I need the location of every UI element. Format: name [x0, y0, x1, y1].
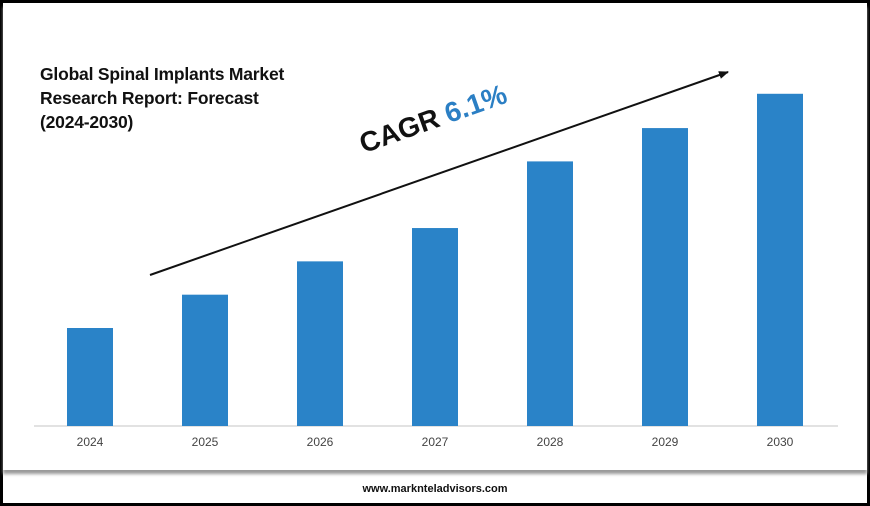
chart-title: Global Spinal Implants Market Research R… [40, 62, 284, 134]
trend-arrow [149, 71, 729, 276]
title-line-2: Research Report: Forecast [40, 88, 259, 108]
bar-2026 [297, 261, 343, 426]
x-tick-label: 2028 [537, 435, 564, 449]
bar-2027 [412, 228, 458, 426]
bar-2029 [642, 128, 688, 426]
bar-2024 [67, 328, 113, 426]
title-line-3: (2024-2030) [40, 112, 134, 132]
footer-website: www.marknteladvisors.com [362, 483, 508, 495]
x-tick-label: 2024 [77, 435, 104, 449]
x-tick-label: 2030 [767, 435, 794, 449]
x-tick-label: 2027 [422, 435, 449, 449]
title-line-1: Global Spinal Implants Market [40, 64, 285, 84]
x-tick-label: 2026 [307, 435, 334, 449]
x-tick-label: 2029 [652, 435, 679, 449]
bar-2028 [527, 161, 573, 426]
x-tick-label: 2025 [192, 435, 219, 449]
bar-2030 [757, 93, 803, 426]
bar-2025 [182, 294, 228, 426]
